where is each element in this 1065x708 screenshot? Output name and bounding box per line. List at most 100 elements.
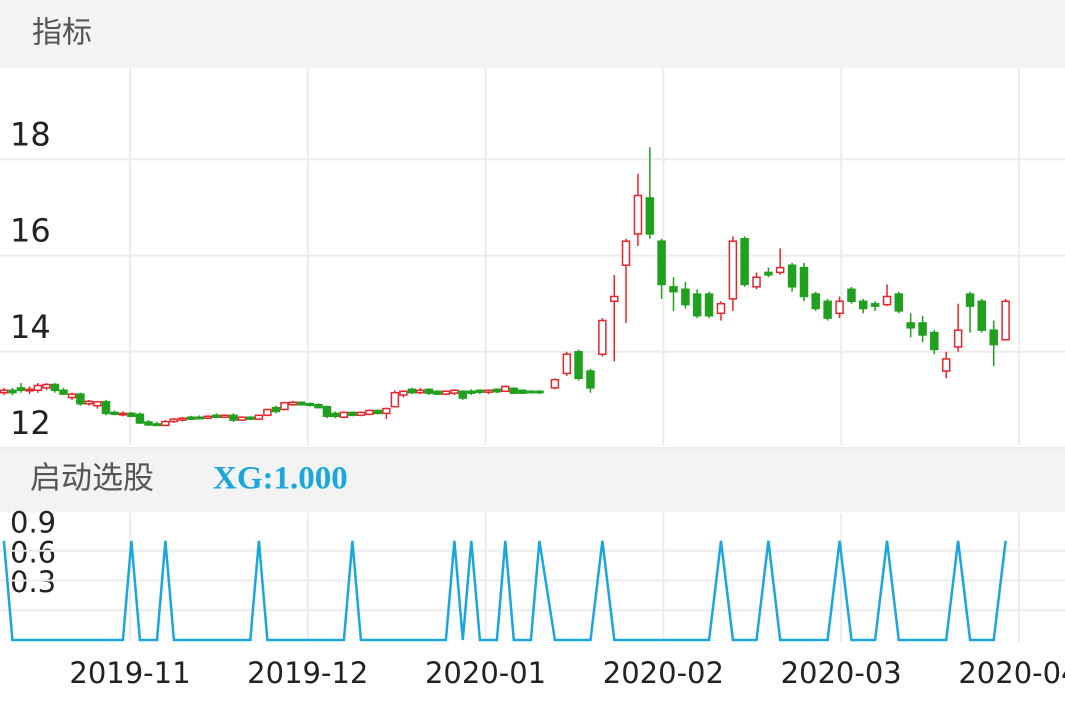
candle-body (195, 416, 204, 420)
y-tick-label: 0.6 (10, 535, 56, 569)
candle-body (669, 286, 678, 293)
candle-body (550, 378, 560, 389)
candle-body (906, 322, 915, 329)
candle-body (25, 388, 34, 392)
xg-header (0, 447, 1065, 512)
candle-body (930, 331, 939, 351)
candle-body (598, 319, 607, 355)
candle-body (764, 271, 773, 276)
candle-body (586, 370, 595, 389)
candle-body (562, 353, 572, 375)
candle-body (254, 414, 264, 420)
y-tick-label: 16 (10, 212, 51, 250)
candle-body (847, 288, 856, 303)
candle-body (144, 421, 153, 426)
candle-body (161, 420, 170, 427)
candle-body (59, 389, 68, 395)
candle-body (835, 300, 844, 315)
xg-line (2, 540, 1007, 642)
y-tick-label: 0.9 (10, 506, 56, 540)
candle-body (450, 389, 459, 394)
candle-body (135, 413, 145, 424)
candle-body (322, 405, 332, 418)
candle-body (297, 401, 306, 406)
candle-body (692, 293, 702, 317)
candle-body (752, 276, 761, 288)
candle-body (382, 407, 391, 415)
candle-body (458, 390, 468, 399)
candle-body (399, 390, 408, 396)
candle-body (220, 414, 230, 418)
candle-body (518, 389, 527, 394)
candle-body (989, 329, 998, 346)
candle-body (339, 411, 349, 418)
candle-body (433, 390, 442, 395)
candle-body (424, 388, 434, 394)
candle-body (716, 302, 726, 315)
candle-body (501, 385, 510, 392)
candle-body (84, 400, 94, 405)
candle-body (263, 408, 272, 417)
candle-body (799, 266, 809, 298)
candle-body (681, 288, 690, 306)
candle-body (728, 240, 738, 300)
candle-body (42, 383, 51, 389)
candle-body (953, 329, 963, 348)
candle-body (110, 411, 119, 416)
candle-body (169, 418, 179, 423)
xg-panel: 0.30.60.9 2019-11 2019-12 2020-01 2020-02 202… (0, 506, 1065, 690)
candle-body (787, 264, 797, 288)
candle-body (977, 300, 987, 331)
x-tick-label: 2019-12 (247, 656, 368, 690)
candle-body (246, 416, 255, 420)
candle-body (127, 412, 136, 418)
indicator-title: 指标 (32, 16, 92, 51)
candle-body (894, 293, 904, 312)
candle-body (475, 389, 485, 393)
candle-body (50, 383, 60, 392)
xg-title: 启动选股 (30, 461, 154, 497)
candle-body (704, 293, 714, 317)
candle-body (365, 409, 374, 416)
candle-body (280, 402, 289, 411)
candle-body (526, 390, 536, 394)
candle-body (305, 402, 315, 406)
indicator-header (0, 0, 1065, 68)
candle-body (33, 384, 43, 392)
candle-body (441, 390, 451, 395)
candle-body (229, 414, 238, 421)
candle-body (657, 240, 666, 286)
candle-body (811, 293, 820, 310)
price-panel: 12 14 16 18 (0, 68, 1065, 449)
candle-body (407, 388, 417, 394)
candle-body (67, 393, 77, 399)
candle-body (212, 414, 221, 418)
candle-body (237, 416, 247, 421)
candle-body (288, 401, 298, 406)
candle-body (314, 403, 323, 409)
candle-body (535, 390, 544, 394)
candle-body (633, 194, 643, 235)
candle-body (76, 393, 85, 405)
candle-body (348, 411, 357, 417)
candle-body (118, 412, 128, 416)
candle-body (93, 401, 102, 407)
y-tick-label: 18 (10, 115, 51, 153)
candle-body (870, 302, 880, 307)
candle-body (178, 417, 187, 421)
x-tick-label: 2020-02 (603, 656, 724, 690)
x-tick-label: 2020-04 (958, 656, 1065, 690)
candle-body (882, 295, 892, 306)
candle-body (621, 240, 631, 266)
candle-body (918, 322, 927, 336)
candle-body (271, 406, 281, 413)
candle-body (356, 411, 366, 417)
x-tick-label: 2019-11 (69, 656, 190, 690)
candle-body (467, 390, 476, 394)
candle-body (8, 389, 17, 394)
candle-body (331, 412, 340, 418)
candle-body (101, 401, 111, 415)
candle-body (941, 358, 951, 372)
